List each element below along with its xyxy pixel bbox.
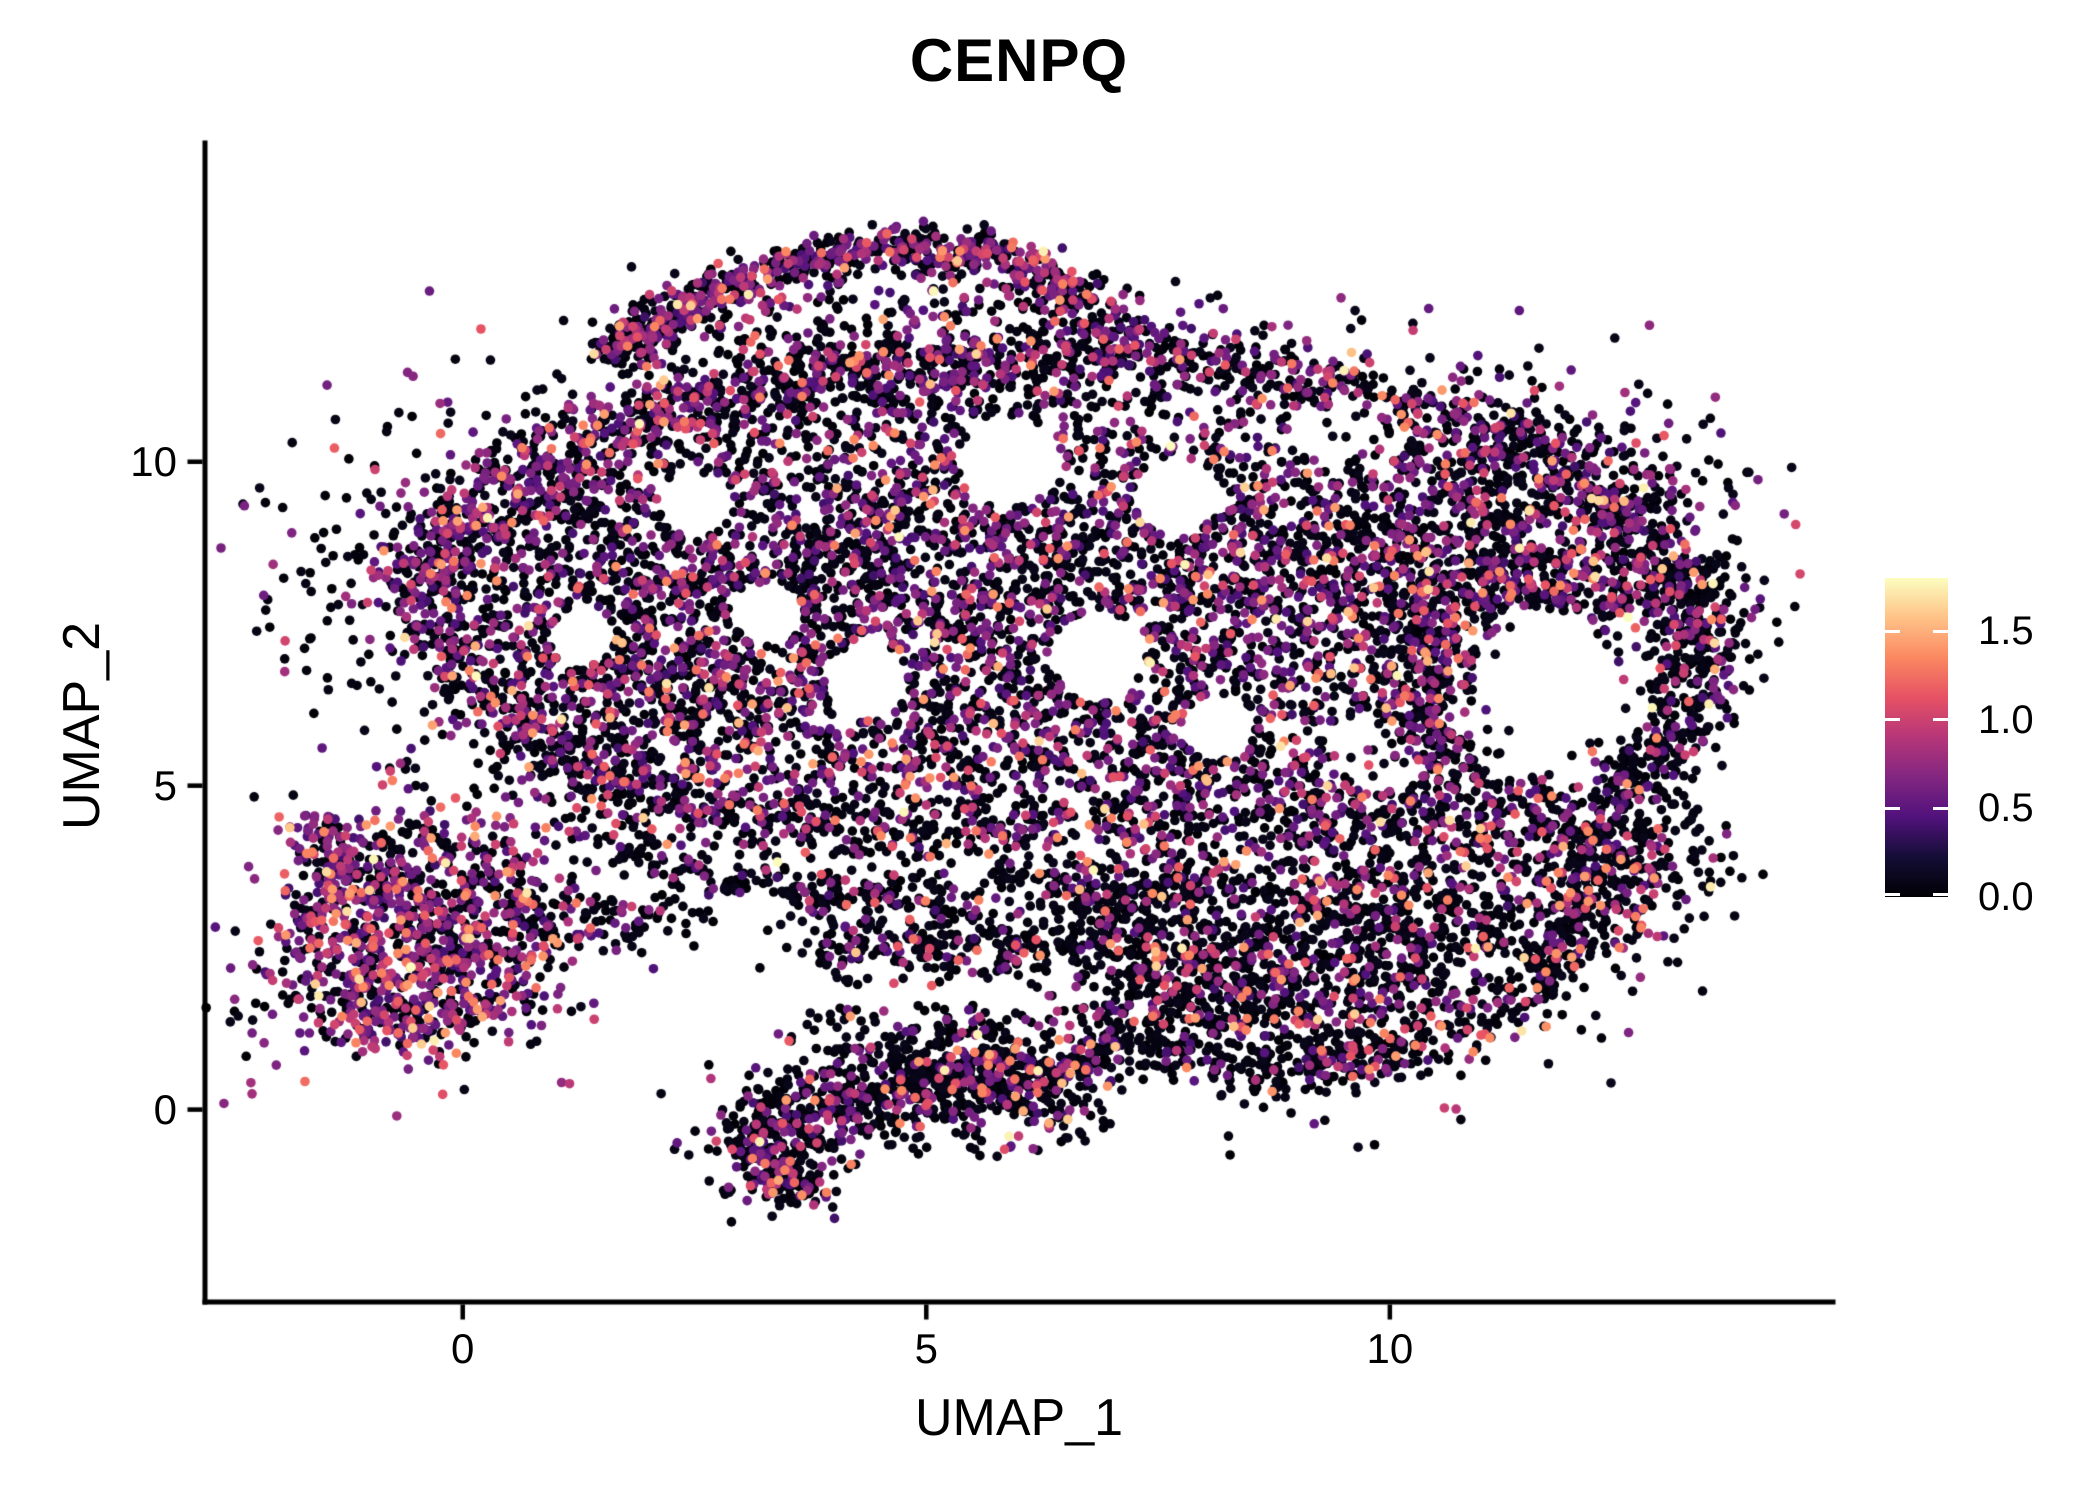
colorbar-tick-label: 0.5: [1978, 786, 2034, 831]
y-tick-label: 0: [153, 1085, 177, 1133]
colorbar-tick-mark: [1885, 718, 1900, 722]
x-tick-label: 5: [914, 1325, 938, 1372]
x-axis-label: UMAP_1: [914, 1389, 1124, 1447]
colorbar-tick-mark: [1933, 892, 1948, 896]
colorbar-tick-mark: [1885, 892, 1900, 896]
colorbar-tick-label: 1.5: [1978, 609, 2034, 654]
y-tick-label: 10: [130, 437, 177, 485]
y-tick-label: 5: [153, 761, 177, 809]
x-tick-label: 0: [451, 1325, 475, 1372]
colorbar-gradient: [1885, 578, 1948, 897]
colorbar-tick-label: 1.0: [1978, 697, 2034, 742]
y-axis-label: UMAP_2: [53, 621, 111, 831]
x-tick-label: 10: [1366, 1325, 1414, 1372]
colorbar-tick-mark: [1933, 718, 1948, 722]
plot-title: CENPQ: [909, 27, 1129, 94]
colorbar-tick-mark: [1933, 806, 1948, 810]
colorbar-tick-mark: [1885, 806, 1900, 810]
colorbar-tick-mark: [1933, 629, 1948, 633]
colorbar-tick-mark: [1885, 629, 1900, 633]
colorbar-tick-label: 0.0: [1978, 875, 2034, 919]
